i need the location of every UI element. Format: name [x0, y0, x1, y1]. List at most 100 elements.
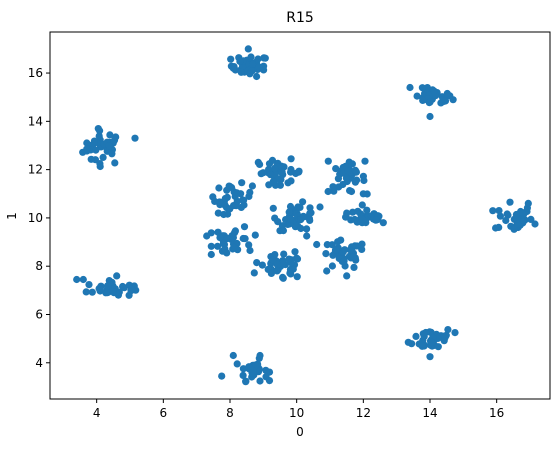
- data-point: [214, 209, 222, 217]
- data-point: [88, 288, 96, 296]
- data-point: [113, 272, 121, 280]
- data-point: [358, 245, 366, 253]
- data-point: [278, 222, 286, 230]
- data-point: [256, 351, 264, 360]
- data-point: [269, 256, 277, 264]
- data-point: [245, 241, 253, 249]
- y-tick-label: 16: [28, 66, 43, 80]
- data-point: [293, 255, 302, 263]
- data-point: [258, 261, 266, 269]
- data-point: [322, 250, 330, 258]
- data-point: [207, 250, 215, 259]
- data-point: [233, 360, 241, 368]
- data-point: [216, 234, 224, 242]
- data-point: [241, 235, 249, 243]
- data-point: [278, 168, 286, 176]
- data-point: [291, 248, 299, 256]
- data-point: [372, 216, 380, 224]
- data-point: [506, 198, 514, 206]
- data-point: [344, 167, 352, 175]
- data-point: [236, 57, 244, 66]
- data-point: [230, 243, 238, 251]
- data-point: [94, 125, 102, 133]
- data-point: [111, 159, 119, 167]
- data-point: [359, 215, 367, 224]
- data-point: [96, 160, 104, 168]
- x-tick-label: 16: [489, 406, 504, 420]
- data-point: [313, 240, 321, 249]
- data-point: [418, 342, 426, 350]
- x-tick-label: 10: [289, 406, 304, 420]
- data-point: [96, 285, 104, 293]
- data-point: [287, 270, 295, 278]
- data-point: [495, 223, 503, 231]
- data-point: [354, 207, 362, 215]
- data-point: [226, 182, 234, 191]
- data-point: [307, 209, 315, 217]
- data-point: [510, 225, 518, 233]
- data-point: [229, 351, 237, 360]
- data-point: [443, 89, 451, 98]
- data-point: [420, 332, 428, 340]
- data-point: [246, 246, 254, 255]
- data-point: [359, 172, 367, 180]
- data-point: [351, 215, 359, 224]
- data-point: [239, 196, 247, 204]
- data-point: [273, 267, 281, 275]
- data-point: [413, 92, 421, 100]
- data-point: [79, 275, 87, 284]
- data-point: [495, 207, 503, 215]
- data-point: [273, 260, 281, 268]
- data-points: [73, 45, 539, 386]
- data-point: [220, 210, 228, 219]
- data-point: [297, 216, 305, 224]
- data-point: [211, 197, 219, 205]
- data-point: [343, 272, 351, 280]
- data-point: [287, 215, 295, 223]
- data-point: [339, 180, 347, 189]
- data-point: [104, 289, 112, 297]
- y-tick-label: 10: [28, 211, 43, 225]
- data-point: [242, 378, 250, 386]
- data-point: [265, 377, 274, 385]
- data-point: [324, 187, 332, 196]
- data-point: [221, 194, 229, 203]
- y-tick-label: 6: [35, 307, 43, 321]
- data-point: [246, 70, 254, 78]
- data-point: [250, 269, 258, 277]
- data-point: [125, 291, 133, 299]
- data-point: [295, 167, 303, 175]
- data-point: [349, 253, 357, 261]
- data-point: [359, 190, 367, 198]
- data-point: [95, 132, 103, 140]
- data-point: [207, 242, 215, 250]
- data-point: [119, 282, 127, 291]
- data-point: [334, 238, 342, 246]
- data-point: [303, 232, 311, 240]
- data-point: [340, 257, 348, 265]
- data-point: [293, 273, 301, 281]
- data-point: [287, 155, 295, 163]
- data-point: [350, 263, 358, 271]
- data-point: [279, 274, 287, 282]
- y-axis-ticks: 4 6 8 10 12 14 16: [28, 66, 50, 370]
- data-point: [332, 165, 340, 173]
- data-point: [303, 225, 311, 233]
- data-point: [280, 250, 288, 258]
- data-point: [239, 365, 247, 373]
- data-point: [524, 199, 532, 207]
- data-point: [214, 228, 222, 236]
- data-point: [418, 84, 426, 92]
- x-tick-label: 14: [422, 406, 437, 420]
- data-point: [247, 53, 255, 61]
- data-point: [358, 201, 366, 209]
- data-point: [287, 177, 295, 185]
- data-point: [108, 150, 116, 158]
- data-point: [227, 55, 235, 63]
- data-point: [226, 205, 234, 213]
- data-point: [269, 178, 277, 186]
- data-point: [404, 338, 412, 346]
- data-point: [274, 218, 282, 226]
- x-tick-label: 6: [160, 406, 168, 420]
